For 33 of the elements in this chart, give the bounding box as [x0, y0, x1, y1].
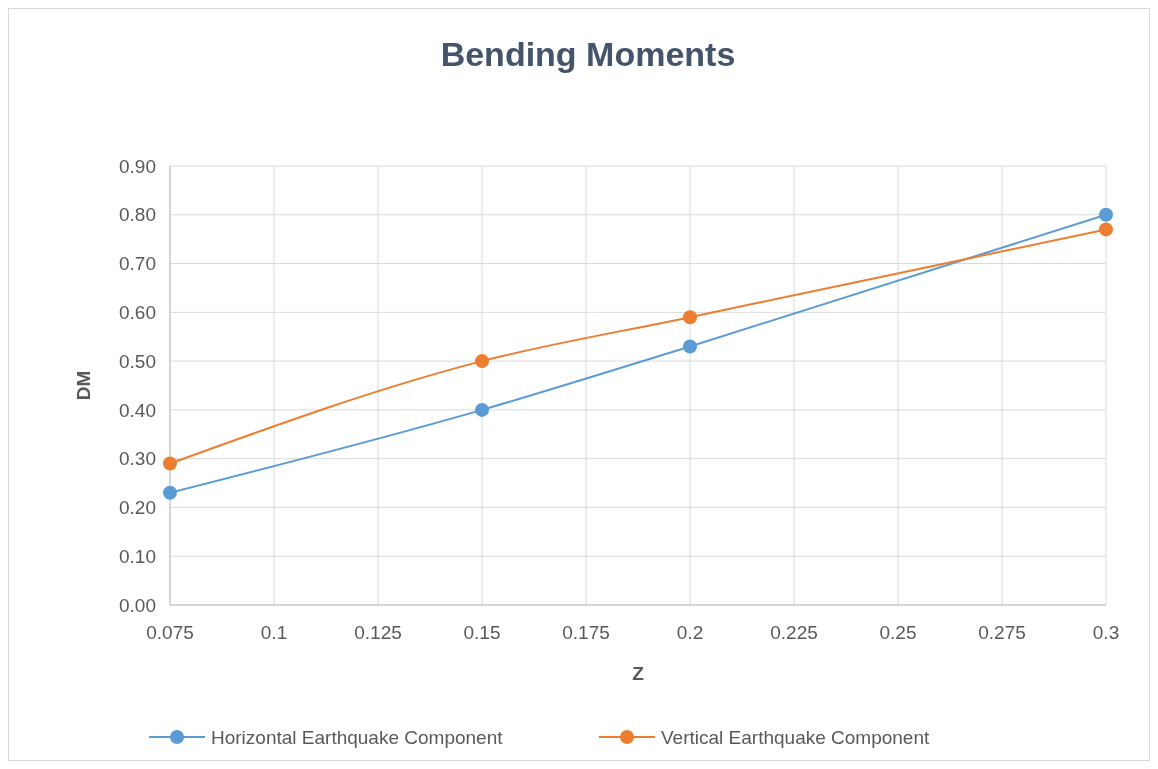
point [475, 402, 489, 417]
x-tick-label: 0.25 [879, 622, 917, 643]
y-tick-label: 0.50 [119, 350, 156, 372]
x-axis-title: Z [632, 663, 645, 684]
point [163, 485, 177, 500]
x-tick-label: 0.225 [770, 622, 818, 643]
x-tick-label: 0.175 [562, 622, 610, 643]
x-tick-label: 0.2 [676, 622, 704, 643]
x-tick-label: 0.075 [146, 622, 194, 643]
y-tick-label: 0.90 [119, 155, 156, 177]
y-axis-title: DM [73, 370, 94, 401]
y-tick-label: 0.30 [119, 448, 156, 470]
point [475, 354, 489, 369]
y-tick-label: 0.40 [119, 399, 156, 421]
point [1099, 222, 1113, 237]
x-tick-label: 0.125 [354, 622, 402, 643]
y-tick-label: 0.60 [119, 301, 156, 323]
point [163, 456, 177, 471]
y-tick-label: 0.80 [119, 204, 156, 226]
x-tick-label: 0.1 [260, 622, 288, 643]
point [683, 339, 697, 354]
point [1099, 207, 1113, 222]
y-tick-label: 0.10 [119, 545, 156, 567]
y-tick-label: 0.70 [119, 253, 156, 275]
chart-title: Bending Moments [440, 35, 736, 73]
legend-label: Horizontal Earthquake Component [211, 726, 504, 748]
x-tick-label: 0.275 [978, 622, 1026, 643]
legend-label: Vertical Earthquake Component [661, 726, 930, 748]
point [683, 310, 697, 325]
x-tick-label: 0.3 [1092, 622, 1120, 643]
x-tick-label: 0.15 [463, 622, 501, 643]
y-tick-label: 0.00 [119, 594, 156, 616]
y-tick-label: 0.20 [119, 497, 156, 519]
